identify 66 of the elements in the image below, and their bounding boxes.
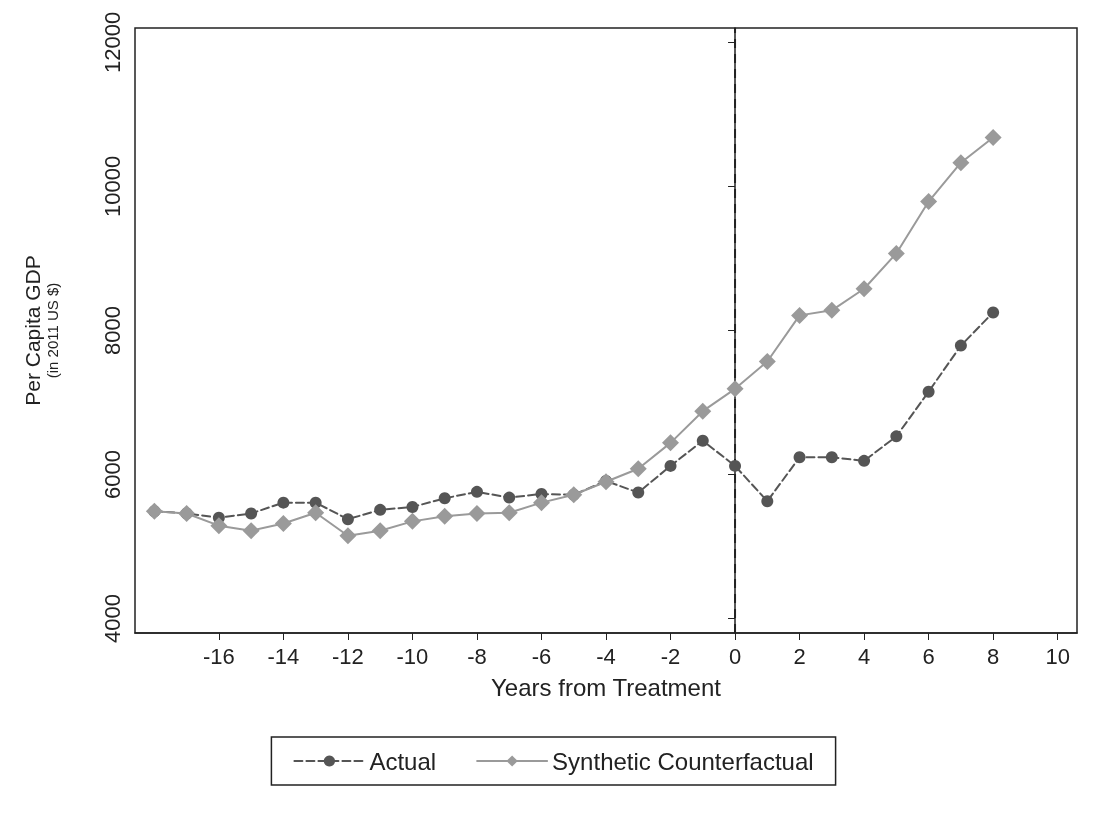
y-tick-label: 6000 [99, 450, 125, 500]
point [694, 402, 712, 420]
x-tick-label: 4 [857, 643, 871, 669]
point [503, 491, 516, 504]
x-tick-label: -10 [396, 643, 429, 669]
point [632, 486, 645, 499]
point [662, 434, 680, 452]
point [245, 507, 258, 520]
x-tick-label: 0 [728, 643, 742, 669]
point [242, 522, 260, 540]
point [210, 517, 228, 535]
y-tick-label: 4000 [99, 594, 125, 644]
point [920, 193, 938, 211]
point [403, 512, 421, 530]
point [758, 352, 776, 370]
point [761, 495, 774, 508]
point [277, 496, 290, 509]
x-tick-label: -16 [202, 643, 235, 669]
point [793, 451, 806, 464]
point [307, 504, 325, 522]
x-tick-label: 10 [1045, 643, 1070, 669]
y-tick-label: 12000 [99, 11, 125, 73]
point [664, 459, 677, 472]
x-tick-label: -8 [467, 643, 487, 669]
point [500, 504, 518, 522]
point [987, 306, 1000, 319]
point [729, 459, 742, 472]
point [436, 507, 454, 525]
point [726, 380, 744, 398]
point [406, 500, 419, 513]
y-tick-label: 8000 [99, 306, 125, 355]
x-tick-label: -12 [332, 643, 364, 669]
point [470, 485, 483, 498]
x-tick-label: -6 [531, 643, 552, 669]
point [629, 460, 647, 478]
x-tick-label: 8 [987, 643, 1000, 669]
point [954, 339, 967, 352]
point [855, 280, 873, 298]
x-tick-label: 6 [922, 643, 935, 669]
point [696, 434, 709, 447]
x-axis-title: Years from Treatment [491, 673, 722, 701]
point [341, 513, 354, 526]
point [371, 522, 389, 540]
y-axis-title: Per Capita GDP (in 2011 US $) [20, 255, 61, 406]
point [984, 128, 1002, 146]
x-tick-label: 2 [793, 643, 806, 669]
point [952, 154, 970, 172]
point [922, 385, 935, 398]
point [274, 515, 292, 533]
point [532, 494, 550, 512]
legend-label: Synthetic Counterfactual [552, 747, 814, 775]
point [374, 503, 387, 516]
x-tick-label: -14 [267, 643, 300, 669]
point [887, 244, 905, 262]
point [825, 451, 838, 464]
point [858, 454, 871, 467]
point [339, 527, 357, 545]
point [890, 430, 903, 443]
point [791, 306, 809, 324]
x-tick-label: -2 [660, 643, 681, 669]
y-tick-label: 10000 [99, 155, 125, 218]
point [438, 492, 451, 505]
point [468, 504, 486, 522]
x-tick-label: -4 [596, 643, 616, 669]
point [823, 301, 841, 319]
legend-label: Actual [369, 747, 437, 775]
